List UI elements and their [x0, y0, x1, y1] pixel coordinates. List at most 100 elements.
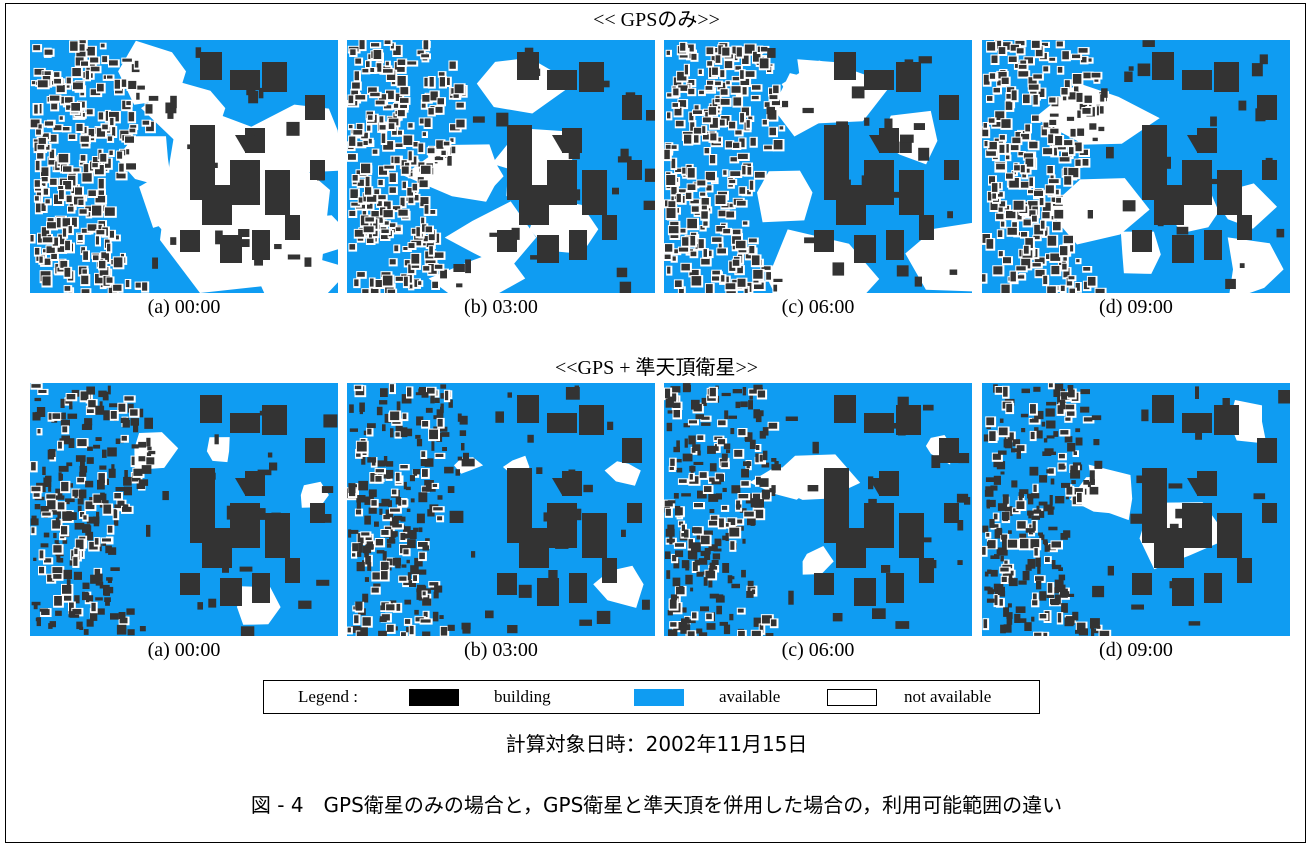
building: [1021, 428, 1025, 432]
building: [704, 249, 708, 257]
building: [764, 146, 772, 150]
building: [419, 553, 425, 560]
building: [721, 99, 730, 105]
building: [726, 141, 733, 147]
building: [602, 558, 617, 583]
legend-item: not available: [904, 688, 991, 706]
building: [76, 622, 82, 630]
building: [992, 193, 996, 198]
building: [730, 541, 734, 550]
building: [1049, 179, 1059, 183]
building: [1018, 581, 1026, 585]
building: [1069, 276, 1075, 279]
building: [1195, 386, 1199, 399]
building: [46, 494, 55, 498]
building: [81, 275, 88, 284]
building: [83, 515, 86, 519]
building: [132, 444, 139, 448]
building: [471, 551, 475, 558]
building: [398, 210, 407, 216]
building: [419, 527, 423, 532]
building: [1047, 166, 1053, 173]
building: [690, 474, 693, 480]
building: [712, 271, 720, 275]
building: [730, 171, 740, 176]
building: [1006, 404, 1012, 412]
building: [1018, 71, 1028, 76]
building: [1074, 451, 1078, 455]
building: [1040, 197, 1044, 205]
building: [1217, 170, 1242, 215]
building: [1204, 230, 1222, 260]
building: [1019, 618, 1027, 623]
building: [667, 423, 673, 431]
building: [106, 577, 113, 581]
building: [371, 43, 379, 46]
building: [439, 615, 443, 619]
building: [76, 455, 86, 462]
building: [322, 486, 333, 493]
building: [899, 170, 924, 215]
building: [1051, 601, 1059, 605]
building: [1106, 147, 1114, 159]
building: [81, 136, 89, 142]
building: [670, 599, 677, 608]
building: [413, 575, 417, 581]
building: [286, 122, 299, 136]
building: [996, 164, 1005, 170]
building: [646, 110, 655, 121]
building: [265, 170, 290, 215]
building: [1020, 539, 1028, 549]
building: [731, 157, 738, 161]
building: [732, 86, 741, 93]
building: [413, 184, 418, 191]
building: [735, 130, 741, 134]
building: [833, 613, 843, 621]
building: [1058, 67, 1063, 73]
building: [252, 573, 270, 603]
building: [118, 404, 125, 412]
building: [741, 469, 749, 478]
building: [773, 86, 779, 94]
building: [1006, 102, 1013, 110]
legend: Legend : building available not availabl…: [263, 680, 1040, 714]
building: [136, 283, 141, 288]
building: [124, 487, 132, 496]
building: [707, 81, 713, 85]
building: [738, 154, 748, 159]
building: [692, 276, 702, 285]
building: [122, 436, 127, 441]
building: [579, 620, 592, 626]
building: [1048, 134, 1053, 143]
building: [685, 439, 688, 448]
building: [694, 462, 704, 465]
building: [1080, 389, 1090, 394]
section-title: <<GPS + 準天頂衛星>>: [0, 358, 1313, 378]
legend-item: building: [494, 688, 551, 706]
building: [744, 512, 754, 517]
building: [710, 133, 716, 140]
building: [677, 468, 683, 473]
building: [403, 549, 408, 554]
building: [726, 212, 734, 218]
building: [424, 40, 429, 49]
building: [407, 539, 416, 548]
building: [456, 469, 461, 476]
building: [987, 542, 996, 549]
building: [269, 463, 277, 471]
building: [95, 538, 99, 545]
building: [1069, 146, 1074, 154]
building: [1009, 578, 1012, 584]
building: [440, 77, 445, 86]
building: [725, 61, 732, 68]
building: [1046, 421, 1055, 429]
building: [1214, 62, 1239, 92]
building: [1189, 621, 1201, 625]
building: [110, 118, 113, 125]
building: [733, 143, 739, 148]
building: [93, 445, 100, 449]
building: [1225, 279, 1236, 289]
building: [230, 503, 260, 548]
building: [583, 485, 593, 492]
building: [420, 180, 428, 187]
